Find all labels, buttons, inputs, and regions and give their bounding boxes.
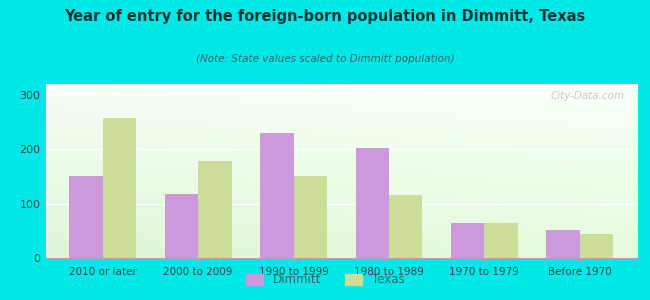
Bar — [164, 194, 198, 258]
Bar — [580, 233, 613, 258]
Bar — [356, 148, 389, 258]
Bar — [451, 223, 484, 258]
Text: City-Data.com: City-Data.com — [551, 91, 625, 101]
Bar — [484, 223, 518, 258]
Bar — [198, 161, 231, 258]
Bar — [294, 176, 327, 258]
Text: (Note: State values scaled to Dimmitt population): (Note: State values scaled to Dimmitt po… — [196, 54, 454, 64]
Bar — [260, 133, 294, 258]
Legend: Dimmitt, Texas: Dimmitt, Texas — [240, 269, 410, 291]
Bar — [103, 118, 136, 258]
Bar — [389, 195, 422, 258]
Bar — [547, 230, 580, 258]
Text: Year of entry for the foreign-born population in Dimmitt, Texas: Year of entry for the foreign-born popul… — [64, 9, 586, 24]
Bar — [70, 176, 103, 258]
